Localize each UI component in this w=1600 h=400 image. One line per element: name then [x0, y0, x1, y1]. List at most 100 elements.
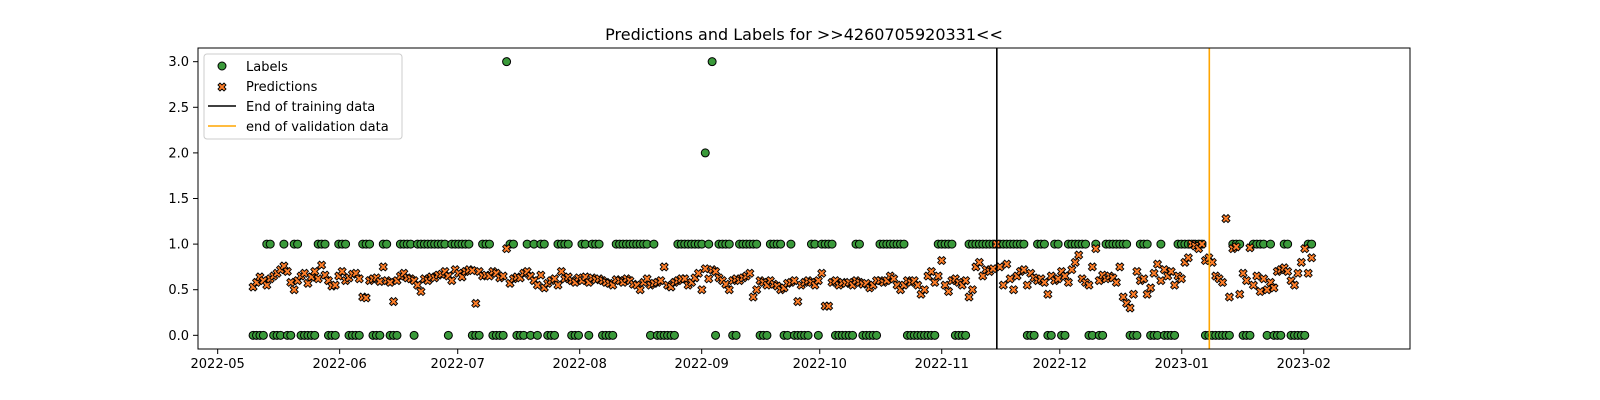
label-point [1156, 239, 1166, 249]
prediction-point [354, 274, 364, 284]
prediction-point [697, 285, 707, 295]
prediction-point [1306, 253, 1317, 263]
label-point [574, 330, 584, 340]
prediction-point [1125, 303, 1135, 313]
prediction-point [1111, 277, 1121, 288]
x-tick-label: 2022-09 [675, 357, 729, 372]
label-point [947, 239, 957, 249]
prediction-point [1303, 268, 1313, 278]
prediction-point [310, 266, 320, 277]
x-tick-label: 2022-12 [1033, 357, 1087, 372]
prediction-point [1252, 271, 1262, 281]
prediction-point [1159, 265, 1169, 275]
prediction-point [447, 275, 457, 286]
prediction-point [930, 277, 940, 288]
prediction-point [1149, 268, 1159, 278]
prediction-point [1005, 274, 1015, 284]
label-point [961, 330, 971, 340]
label-point [502, 57, 512, 67]
label-point [286, 330, 296, 340]
label-point [382, 239, 392, 249]
plot-frame [197, 47, 1411, 350]
label-point [1300, 330, 1310, 340]
x-tick-label: 2023-02 [1277, 357, 1331, 372]
label-point [532, 330, 542, 340]
label-point [1122, 239, 1132, 249]
prediction-point [919, 285, 930, 295]
label-point [258, 330, 268, 340]
prediction-point [549, 274, 560, 284]
prediction-point [1074, 250, 1084, 260]
prediction-point [1183, 253, 1193, 263]
label-point [550, 330, 560, 340]
prediction-point [998, 280, 1008, 290]
prediction-point [498, 271, 508, 281]
prediction-point [1053, 274, 1063, 284]
label-point [649, 239, 659, 249]
label-point [1132, 330, 1142, 340]
y-axis: 0.0 0.5 1.0 1.5 2.0 2.5 3.0 [168, 55, 198, 344]
prediction-point [704, 274, 714, 284]
prediction-point [361, 293, 371, 303]
label-point [1142, 239, 1152, 249]
label-point [669, 330, 679, 340]
label-point [1053, 239, 1063, 249]
prediction-point [1224, 292, 1235, 302]
legend-labels-text: Labels [246, 60, 288, 75]
prediction-point [659, 262, 669, 272]
prediction-point [635, 285, 645, 295]
label-point [1276, 330, 1286, 340]
label-point [584, 330, 594, 340]
label-point [704, 239, 714, 249]
legend-training-text: End of training data [246, 100, 375, 115]
label-point [813, 330, 823, 340]
prediction-point [313, 274, 323, 284]
prediction-point [943, 286, 954, 297]
prediction-point [937, 255, 947, 266]
label-point [752, 239, 762, 249]
prediction-point [1063, 277, 1074, 288]
legend-predictions-text: Predictions [246, 80, 318, 95]
legend: Labels Predictions End of training data … [203, 53, 403, 140]
prediction-point [752, 285, 762, 295]
label-point [1029, 330, 1039, 340]
prediction-point [1300, 244, 1310, 254]
prediction-point [823, 301, 834, 311]
x-axis: 2022-05 2022-06 2022-07 2022-08 2022-09 2022-… [191, 349, 1331, 372]
prediction-point [1039, 277, 1050, 288]
prediction-point [536, 270, 546, 280]
prediction-point [1255, 286, 1265, 297]
prediction-point [303, 278, 313, 288]
prediction-point [1142, 289, 1152, 299]
y-tick-label: 1.5 [168, 192, 189, 207]
label-point [293, 239, 303, 249]
prediction-point [1118, 292, 1128, 302]
prediction-point [1070, 257, 1080, 267]
label-point [1307, 239, 1317, 249]
prediction-point [1060, 271, 1070, 281]
prediction-point [1145, 283, 1156, 293]
prediction-point [974, 257, 984, 267]
label-point [1283, 239, 1293, 249]
prediction-point [412, 280, 423, 290]
label-point [711, 330, 721, 340]
prediction-point [388, 296, 399, 307]
prediction-point [289, 285, 299, 295]
prediction-point [1067, 265, 1077, 275]
prediction-point [385, 277, 395, 288]
label-point [724, 239, 734, 249]
label-point [443, 330, 453, 340]
label-point [899, 239, 909, 249]
prediction-point [1139, 274, 1149, 284]
label-point [776, 239, 786, 249]
prediction-point [964, 292, 974, 302]
label-point [930, 330, 940, 340]
prediction-point [553, 280, 563, 290]
prediction-point [978, 271, 988, 281]
prediction-point [416, 286, 426, 297]
prediction-point [1022, 280, 1032, 290]
prediction-point [1296, 257, 1306, 267]
prediction-point [1245, 243, 1255, 253]
label-point [484, 239, 494, 249]
